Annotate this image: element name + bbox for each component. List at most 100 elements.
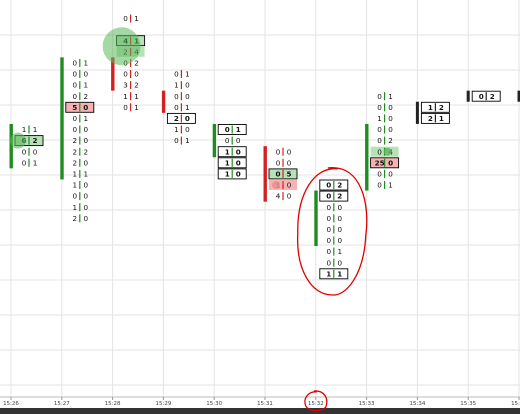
bid-volume: 3 — [123, 81, 128, 90]
bid-volume: 0 — [73, 81, 78, 90]
time-axis: 15:26 15:27 15:28 15:29 15:30 15:31 15:32 15:33… — [0, 396, 520, 414]
footprint-cells: 1162000101000102500100202220111000102001… — [10, 14, 501, 280]
ask-volume: 1 — [84, 59, 89, 68]
ask-volume: 0 — [338, 236, 343, 245]
bid-volume: 2 — [174, 114, 179, 123]
bid-volume: 0 — [276, 158, 281, 167]
bid-volume: 0 — [22, 147, 27, 156]
bid-volume: 0 — [225, 136, 230, 145]
ask-volume: 0 — [388, 125, 393, 134]
ask-volume: 1 — [185, 136, 190, 145]
ask-volume: 1 — [84, 81, 89, 90]
bid-volume: 1 — [225, 170, 230, 179]
ask-volume: 0 — [338, 214, 343, 223]
ask-volume: 0 — [84, 214, 89, 223]
bid-volume: 0 — [275, 170, 280, 179]
bid-volume: 2 — [73, 158, 78, 167]
bid-volume: 0 — [123, 70, 128, 79]
bid-volume: 2 — [73, 214, 78, 223]
volume-bubble — [383, 147, 392, 156]
annotations — [297, 167, 368, 412]
bid-volume: 0 — [377, 147, 382, 156]
ask-volume: 0 — [84, 70, 89, 79]
ask-volume: 0 — [388, 114, 393, 123]
ask-volume: 5 — [286, 170, 291, 179]
bid-volume: 0 — [377, 125, 382, 134]
bid-volume: 0 — [327, 236, 332, 245]
candle-body — [212, 123, 217, 158]
ask-volume: 2 — [84, 147, 89, 156]
poc-box — [268, 168, 298, 180]
bid-volume: 0 — [123, 14, 128, 23]
ask-volume: 1 — [185, 70, 190, 79]
ask-volume: 0 — [338, 258, 343, 267]
ask-volume: 0 — [185, 92, 190, 101]
ask-volume: 0 — [185, 81, 190, 90]
candle-body — [466, 90, 470, 102]
bid-volume: 1 — [225, 147, 230, 156]
x-tick-label: 15:30 — [206, 401, 222, 407]
bid-volume: 0 — [123, 103, 128, 112]
bid-volume: 1 — [123, 92, 128, 101]
x-tick-label: 15:31 — [257, 401, 273, 407]
bid-volume: 1 — [326, 269, 331, 278]
ask-volume: 0 — [236, 136, 241, 145]
ask-volume: 1 — [185, 103, 190, 112]
bid-volume: 0 — [73, 70, 78, 79]
ask-volume: 0 — [84, 203, 89, 212]
x-tick-label: 15:29 — [155, 401, 171, 407]
annotation-circle — [304, 390, 328, 412]
ask-volume: 0 — [338, 225, 343, 234]
ask-volume: 1 — [388, 92, 393, 101]
bottom-bar — [0, 408, 520, 414]
ask-volume: 2 — [134, 59, 139, 68]
ask-volume: 0 — [84, 136, 89, 145]
ask-volume: 1 — [134, 103, 139, 112]
bid-volume: 0 — [479, 92, 484, 101]
ask-volume: 2 — [388, 136, 393, 145]
candle-body — [314, 190, 318, 247]
bid-volume: 0 — [174, 136, 179, 145]
volume-bubble — [102, 27, 141, 66]
ask-volume: 0 — [83, 103, 88, 112]
ask-volume: 1 — [84, 170, 89, 179]
bid-volume: 0 — [377, 92, 382, 101]
ask-volume: 2 — [84, 92, 89, 101]
bid-volume: 5 — [72, 103, 77, 112]
ask-volume: 2 — [32, 136, 37, 145]
candle-body — [161, 90, 166, 113]
ask-volume: 0 — [388, 103, 393, 112]
candle-body — [9, 123, 13, 169]
bid-volume: 25 — [375, 158, 385, 167]
bid-volume: 0 — [377, 103, 382, 112]
ask-volume: 1 — [236, 125, 241, 134]
bid-volume: 0 — [377, 136, 382, 145]
ask-volume: 1 — [134, 14, 139, 23]
x-tick-label: 15:35 — [460, 401, 476, 407]
bid-volume: 0 — [174, 103, 179, 112]
bid-volume: 0 — [73, 114, 78, 123]
bid-volume: 1 — [174, 125, 179, 134]
ask-volume: 0 — [185, 114, 190, 123]
x-tick-label: 15:28 — [105, 401, 121, 407]
bid-volume: 1 — [73, 203, 78, 212]
annotation-ellipse — [297, 167, 368, 296]
ask-volume: 1 — [439, 114, 444, 123]
ask-volume: 0 — [33, 147, 38, 156]
ask-volume: 1 — [388, 181, 393, 190]
ask-volume: 1 — [33, 158, 38, 167]
volume-bubble — [10, 132, 26, 149]
bid-volume: 1 — [73, 170, 78, 179]
ask-volume: 0 — [84, 125, 89, 134]
candle-body — [263, 146, 267, 202]
poc-box — [65, 101, 95, 113]
candle-body — [60, 57, 64, 180]
poc-box — [370, 157, 400, 169]
ask-volume: 0 — [287, 158, 292, 167]
bid-volume: 0 — [73, 125, 78, 134]
bid-volume: 0 — [73, 92, 78, 101]
ask-volume: 0 — [287, 181, 292, 190]
ask-volume: 1 — [134, 92, 139, 101]
ask-volume: 0 — [287, 147, 292, 156]
ask-volume: 0 — [84, 192, 89, 201]
